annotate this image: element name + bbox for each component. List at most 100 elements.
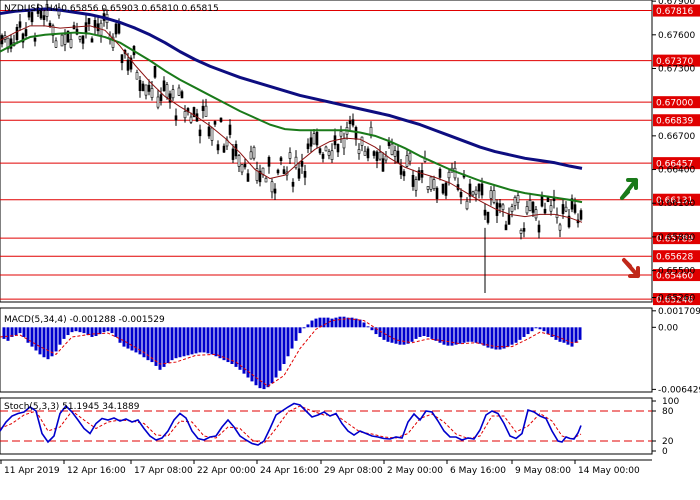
price-level-label: 0.65460 — [656, 272, 693, 282]
candle-body — [264, 177, 268, 183]
macd-bar — [142, 327, 146, 358]
macd-bar — [6, 327, 10, 341]
macd-bar — [302, 327, 306, 329]
macd-bar — [210, 327, 214, 355]
candle-body — [180, 91, 184, 99]
macd-bar — [282, 327, 286, 364]
macd-bar — [502, 327, 506, 349]
macd-bar — [366, 326, 370, 328]
macd-bar — [422, 327, 426, 336]
stoch-tick-label: 80 — [662, 407, 674, 417]
candle-body — [249, 151, 253, 160]
candle-body — [549, 205, 553, 212]
macd-bar — [110, 327, 114, 334]
candle-body — [222, 145, 226, 153]
candle-body — [291, 181, 295, 187]
candle-body — [96, 23, 100, 32]
macd-bar — [314, 318, 318, 328]
macd-bar — [294, 327, 298, 341]
macd-bar — [218, 327, 222, 359]
candle-body — [540, 194, 544, 207]
candle-body — [396, 150, 400, 164]
candle-body — [504, 224, 508, 231]
macd-bar — [542, 327, 546, 332]
x-tick-label: 9 May 08:00 — [515, 466, 571, 476]
macd-bar — [434, 327, 438, 341]
macd-bar — [206, 327, 210, 354]
macd-bar — [326, 317, 330, 328]
macd-bar — [246, 327, 250, 378]
candle-body — [48, 22, 52, 27]
candle-body — [480, 183, 484, 196]
macd-bar — [478, 327, 482, 344]
price-level-badge — [653, 293, 700, 306]
candle-body — [399, 165, 403, 175]
candle-body — [351, 119, 355, 126]
macd-bar — [18, 327, 22, 334]
price-level-label: 0.67000 — [656, 99, 693, 109]
price-tick-label: 0.67300 — [658, 64, 695, 74]
macd-bar — [214, 327, 218, 357]
candle-body — [354, 127, 358, 140]
macd-bar — [126, 327, 130, 349]
price-level-label: 0.66457 — [656, 160, 693, 170]
macd-bar — [490, 327, 494, 349]
macd-bar — [454, 327, 458, 345]
candle-body — [483, 209, 487, 216]
candle-body — [213, 121, 217, 125]
macd-bar — [122, 327, 126, 347]
price-level-label: 0.65628 — [656, 253, 693, 263]
candle-body — [360, 136, 364, 146]
macd-bar — [354, 318, 358, 328]
candle-body — [378, 151, 382, 160]
x-tick-label: 17 Apr 08:00 — [134, 466, 193, 476]
candle-body — [51, 25, 55, 36]
macd-bar — [438, 327, 442, 343]
candle-body — [357, 149, 361, 154]
candle-body — [426, 186, 430, 190]
candle-body — [9, 38, 13, 49]
macd-bar — [338, 316, 342, 328]
price-level-label: 0.65789 — [656, 235, 693, 245]
candle-body — [468, 183, 472, 197]
price-header: NZDUSD,H4 0.65856 0.65903 0.65810 0.6581… — [4, 4, 219, 14]
candle-body — [390, 143, 394, 155]
candle-body — [198, 129, 202, 137]
macd-bar — [10, 327, 14, 337]
candle-body — [348, 120, 352, 125]
candle-body — [6, 37, 10, 50]
candle-body — [336, 144, 340, 153]
price-level-label: 0.65246 — [656, 296, 693, 306]
candle-body — [297, 168, 301, 179]
candle-body — [258, 170, 262, 183]
candle-body — [459, 191, 463, 198]
candle-body — [414, 179, 418, 191]
candle-body — [114, 23, 118, 35]
macd-bar — [462, 327, 466, 343]
macd-bar — [146, 327, 150, 361]
candle-body — [453, 167, 457, 179]
candle-body — [111, 36, 115, 48]
macd-bar — [230, 327, 234, 364]
candle-body — [243, 163, 247, 168]
candle-body — [18, 21, 22, 28]
price-tick-label: 0.65260 — [658, 294, 695, 304]
macd-bar — [198, 327, 202, 353]
macd-bar — [566, 327, 570, 345]
price-tick-label: 0.66700 — [658, 132, 695, 142]
candle-body — [216, 144, 220, 151]
candle-body — [561, 204, 565, 214]
macd-bar — [82, 327, 86, 334]
macd-bar — [430, 327, 434, 339]
candle-body — [147, 84, 151, 92]
candle-body — [381, 158, 385, 172]
candle-body — [546, 197, 550, 203]
candle-body — [21, 33, 25, 43]
macd-tick-label: 0.00 — [658, 323, 678, 333]
candle-body — [339, 131, 343, 137]
macd-bar — [154, 327, 158, 366]
candle-body — [150, 88, 154, 98]
price-level-badge — [653, 114, 700, 127]
